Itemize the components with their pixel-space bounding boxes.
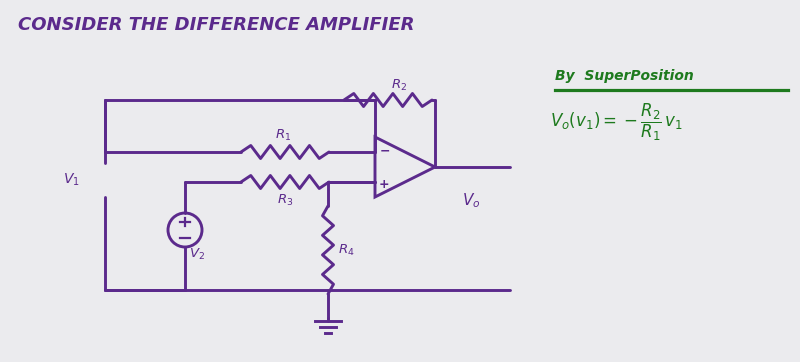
Text: $R_4$: $R_4$ [338,243,354,258]
Text: +: + [379,178,390,191]
Text: $V_o$: $V_o$ [462,191,481,210]
Text: CONSIDER THE DIFFERENCE AMPLIFIER: CONSIDER THE DIFFERENCE AMPLIFIER [18,16,414,34]
Text: $R_1$: $R_1$ [275,128,291,143]
Text: By  SuperPosition: By SuperPosition [555,69,694,83]
Text: $V_o(v_1) = -\dfrac{R_2}{R_1}\,v_1$: $V_o(v_1) = -\dfrac{R_2}{R_1}\,v_1$ [550,101,683,143]
Text: −: − [380,144,390,157]
Text: $R_3$: $R_3$ [277,193,294,208]
Text: $V_1$: $V_1$ [63,172,80,188]
Text: $V_2$: $V_2$ [189,247,205,262]
Text: $R_2$: $R_2$ [391,78,407,93]
